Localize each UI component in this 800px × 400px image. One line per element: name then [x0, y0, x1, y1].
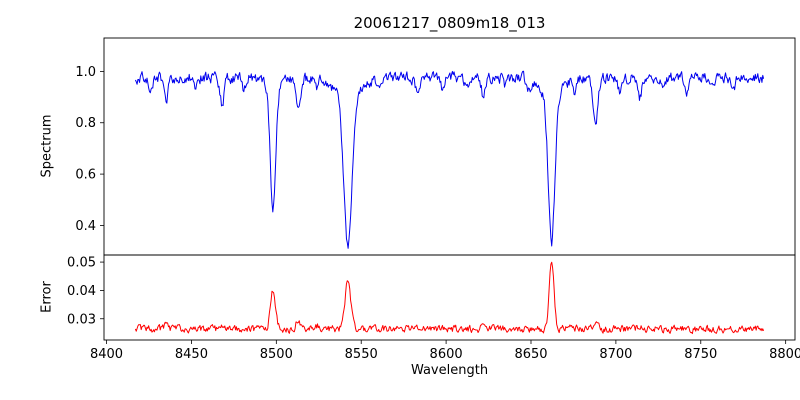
- x-tick-label: 8750: [684, 347, 717, 362]
- x-tick-label: 8400: [90, 347, 123, 362]
- error-line: [134, 261, 765, 335]
- spectrum-panel-border: [103, 37, 796, 256]
- spectrum-ytick-label: 0.8: [75, 116, 96, 131]
- error-ytick-label: 0.04: [67, 284, 96, 299]
- spectrum-ytick-label: 0.4: [75, 219, 96, 234]
- error-panel-border: [103, 254, 796, 341]
- x-tick-label: 8650: [514, 347, 547, 362]
- x-axis-label: Wavelength: [410, 363, 489, 378]
- chart-title: 20061217_0809m18_013: [353, 14, 546, 32]
- x-tick-label: 8550: [345, 347, 378, 362]
- error-ytick-label: 0.05: [67, 256, 96, 271]
- x-tick-label: 8800: [769, 347, 800, 362]
- error-ytick-label: 0.03: [67, 312, 96, 327]
- x-tick-label: 8500: [260, 347, 293, 362]
- spectrum-line: [134, 70, 765, 249]
- x-tick-label: 8700: [599, 347, 632, 362]
- x-tick-label: 8600: [430, 347, 463, 362]
- x-tick-label: 8450: [175, 347, 208, 362]
- spectrum-ytick-label: 0.6: [75, 168, 96, 183]
- spectrum-ytick-label: 1.0: [75, 65, 96, 80]
